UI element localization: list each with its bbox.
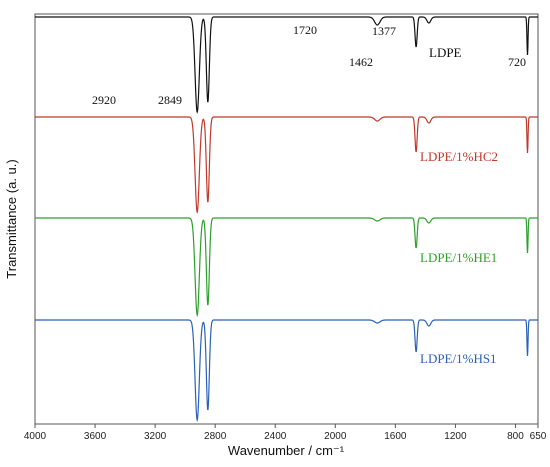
x-tick-label-3200: 3200 bbox=[144, 431, 167, 442]
x-axis-ticks: 4000 3600 3200 2800 2400 2000 1600 1200 800 650 bbox=[24, 424, 547, 442]
x-axis-label: Wavenumber / cm⁻¹ bbox=[228, 443, 345, 458]
spectrum-line-1 bbox=[35, 116, 538, 214]
x-tick-label-2000: 2000 bbox=[324, 431, 347, 442]
plot-frame bbox=[34, 13, 539, 425]
x-tick-label-1600: 1600 bbox=[384, 431, 407, 442]
x-tick-label-2800: 2800 bbox=[204, 431, 227, 442]
series-label-ldpe: LDPE bbox=[429, 45, 462, 60]
x-tick-label-800: 800 bbox=[507, 431, 524, 442]
peak-label-2849: 2849 bbox=[158, 93, 182, 107]
x-tick-label-4000: 4000 bbox=[24, 431, 47, 442]
peak-label-1720: 1720 bbox=[293, 23, 317, 37]
spectrum-line-0 bbox=[35, 16, 538, 114]
y-axis-label: Transmittance (a. u.) bbox=[4, 159, 19, 278]
series-group bbox=[35, 16, 538, 423]
series-label-hc2: LDPE/1%HC2 bbox=[420, 149, 498, 164]
peak-label-1377: 1377 bbox=[372, 24, 396, 38]
spectrum-line-3 bbox=[35, 319, 538, 423]
peak-label-720: 720 bbox=[508, 55, 526, 69]
series-label-he1: LDPE/1%HE1 bbox=[420, 250, 497, 265]
spectrum-line-2 bbox=[35, 217, 538, 318]
peak-label-1462: 1462 bbox=[349, 55, 373, 69]
x-tick-label-1200: 1200 bbox=[444, 431, 467, 442]
x-tick-label-2400: 2400 bbox=[264, 431, 287, 442]
peak-label-2920: 2920 bbox=[92, 93, 116, 107]
x-tick-label-3600: 3600 bbox=[84, 431, 107, 442]
x-tick-label-650: 650 bbox=[530, 431, 547, 442]
series-label-hs1: LDPE/1%HS1 bbox=[420, 351, 497, 366]
